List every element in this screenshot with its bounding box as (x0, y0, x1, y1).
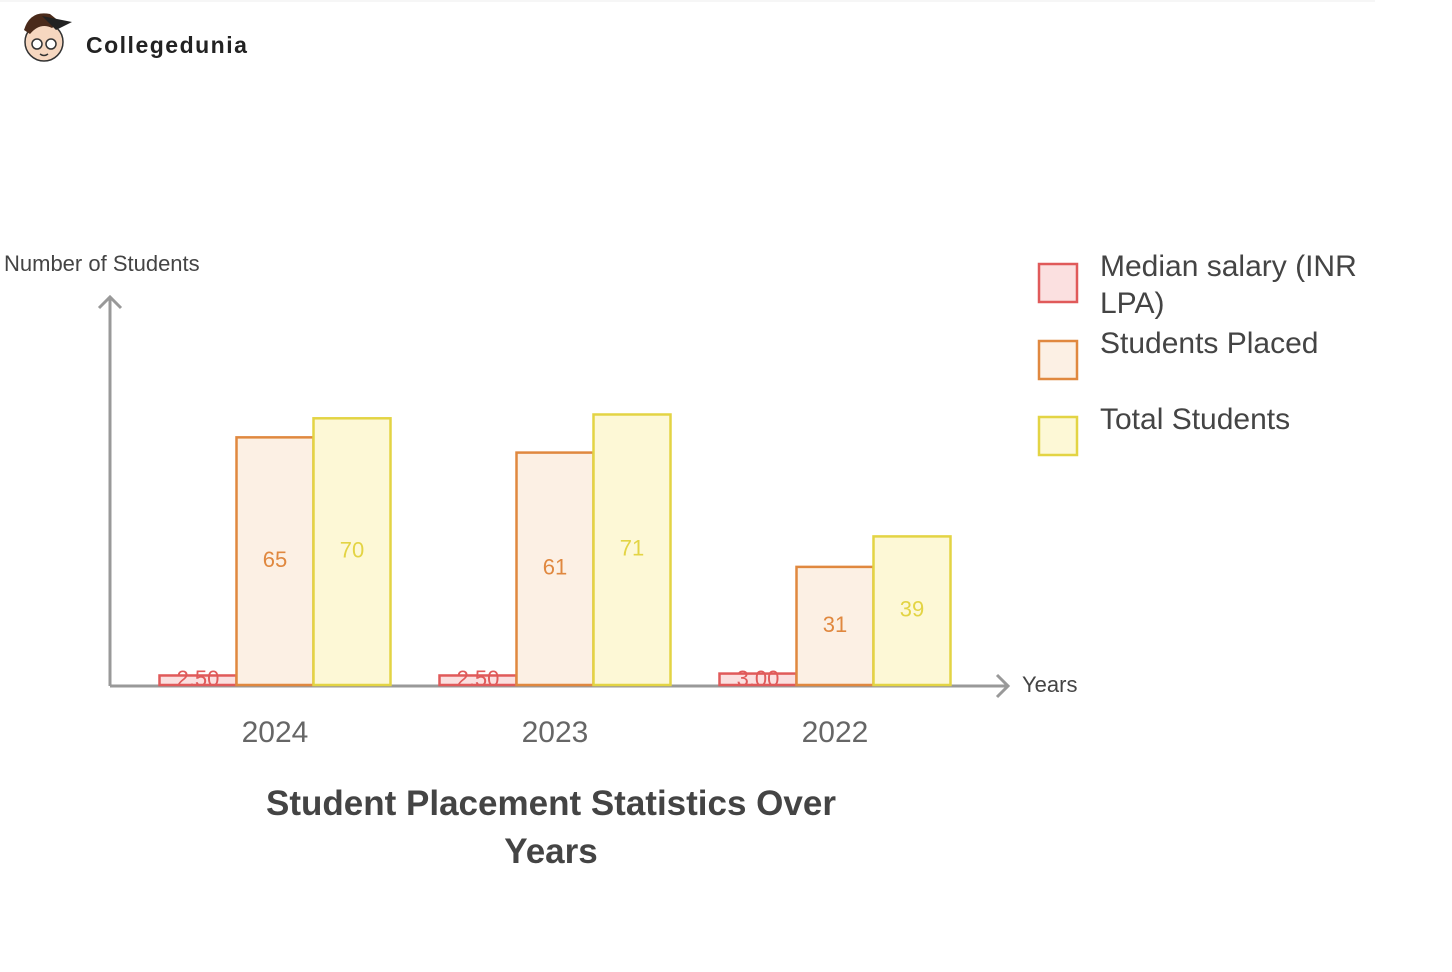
value-label: 71 (620, 536, 644, 561)
x-tick-label: 2024 (242, 716, 309, 749)
bar (235, 436, 315, 687)
x-tick-label: 2023 (522, 716, 589, 749)
value-label: 39 (900, 597, 924, 622)
value-label: 2.50 (457, 666, 500, 691)
bar (795, 565, 875, 687)
x-axis-label: Years (1022, 672, 1077, 697)
y-axis-label: Number of Students (4, 251, 200, 276)
legend-label: Median salary (INR LPA) (1100, 250, 1357, 320)
logo-text: Collegedunia (86, 32, 248, 58)
bar (515, 451, 595, 687)
value-label: 65 (263, 547, 287, 572)
bar (872, 535, 952, 687)
x-tick-label: 2022 (802, 716, 869, 749)
bar (592, 413, 672, 687)
legend-swatch (1037, 262, 1079, 304)
legend-swatch (1037, 415, 1079, 457)
value-label: 70 (340, 537, 364, 562)
legend-label: Students Placed (1100, 327, 1319, 360)
legend-swatch (1037, 339, 1079, 381)
logo-icon (24, 13, 72, 62)
chart-title: Student Placement Statistics Over Years (266, 784, 836, 871)
legend-label: Total Students (1100, 403, 1291, 436)
bar (312, 417, 392, 687)
value-label: 2.50 (177, 666, 220, 691)
value-label: 3.00 (737, 666, 780, 691)
value-label: 31 (823, 612, 847, 637)
value-label: 61 (543, 555, 567, 580)
